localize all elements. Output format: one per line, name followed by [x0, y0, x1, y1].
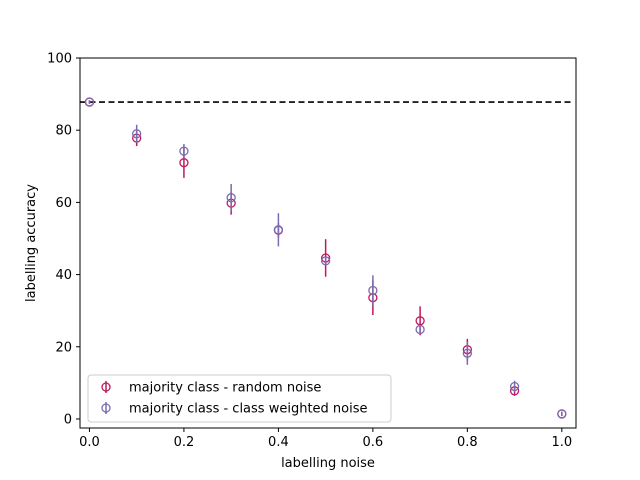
data-point: [84, 97, 95, 107]
legend-box: [87, 374, 392, 423]
x-tick-label: 0.6: [363, 435, 384, 450]
legend-label: majority class - class weighted noise: [129, 402, 368, 417]
y-axis-label: labelling accuracy: [24, 184, 39, 302]
axes-frame: [79, 57, 577, 429]
data-point: [179, 158, 189, 168]
x-axis-label: labelling noise: [281, 456, 375, 471]
y-tick-label: 0: [64, 412, 72, 427]
data-point: [557, 409, 567, 419]
y-tick-label: 40: [55, 268, 72, 283]
y-tick-label: 80: [55, 124, 72, 139]
y-axis-ticks: 0 20 40 60 80 100: [47, 52, 80, 427]
x-tick-label: 0.4: [268, 435, 289, 450]
data-point: [132, 129, 142, 139]
x-axis-ticks: 0.0 0.2 0.4 0.6 0.8 1.0: [79, 428, 572, 450]
data-point: [368, 285, 378, 296]
legend-label: majority class - random noise: [129, 381, 321, 396]
y-tick-label: 100: [47, 52, 72, 67]
y-tick-label: 60: [55, 196, 72, 211]
data-point: [462, 348, 473, 358]
data-point: [320, 256, 331, 266]
data-point: [226, 193, 236, 203]
x-tick-label: 0.2: [174, 435, 195, 450]
data-point: [273, 225, 284, 235]
data-point: [179, 146, 189, 156]
x-tick-label: 0.8: [457, 435, 478, 450]
y-tick-label: 20: [55, 340, 72, 355]
data-point: [415, 316, 425, 326]
data-marks: [84, 97, 567, 419]
series-2: [84, 97, 567, 419]
x-tick-label: 0.0: [79, 435, 100, 450]
legend-marker: [101, 382, 111, 392]
data-point: [509, 381, 520, 392]
legend: majority class - random noise majority cl…: [87, 374, 392, 423]
x-tick-label: 1.0: [551, 435, 572, 450]
data-point: [415, 324, 425, 335]
legend-marker: [101, 403, 111, 413]
